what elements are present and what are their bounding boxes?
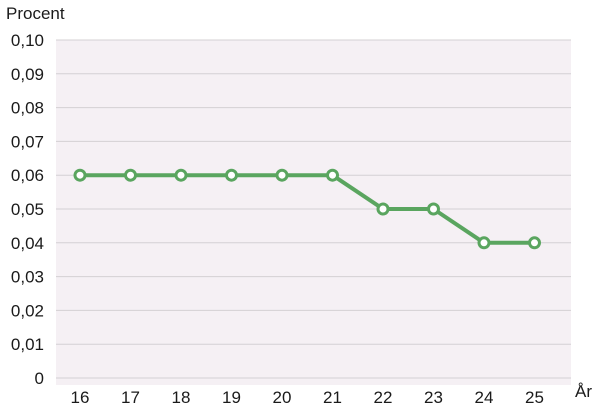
series-line (78, 173, 537, 245)
x-tick-label: 17 (121, 388, 140, 407)
data-point (174, 168, 188, 182)
y-tick-label: 0,06 (11, 166, 44, 185)
y-tick-label: 0,10 (11, 31, 44, 50)
y-tick-label: 0 (35, 369, 44, 388)
y-tick-label: 0,01 (11, 335, 44, 354)
y-tick-label: 0,09 (11, 65, 44, 84)
x-tick-label: 22 (374, 388, 393, 407)
data-point (427, 202, 440, 216)
x-tick-label: 24 (475, 388, 494, 407)
y-tick-label: 0,05 (11, 200, 44, 219)
x-tick-label: 25 (525, 388, 544, 407)
y-tick-label: 0,04 (11, 234, 44, 253)
x-tick-label: 21 (323, 388, 342, 407)
data-point (376, 202, 390, 216)
data-point (124, 168, 137, 182)
x-tick-label: 19 (222, 388, 241, 407)
y-tick-label: 0,08 (11, 99, 44, 118)
y-tick-label: 0,03 (11, 268, 44, 287)
y-tick-label: 0,02 (11, 301, 44, 320)
x-tick-label: 18 (172, 388, 191, 407)
data-point (275, 168, 289, 182)
data-point (326, 168, 339, 182)
data-point (528, 236, 541, 250)
data-point (477, 236, 491, 250)
x-tick-label: 23 (424, 388, 443, 407)
data-point (225, 168, 238, 182)
x-axis-label: År (575, 382, 592, 401)
x-tick-label: 16 (71, 388, 90, 407)
y-tick-label: 0,07 (11, 132, 44, 151)
y-axis-label: Procent (6, 4, 65, 23)
plot-background (56, 40, 571, 385)
data-point (73, 168, 87, 182)
x-tick-label: 20 (273, 388, 292, 407)
